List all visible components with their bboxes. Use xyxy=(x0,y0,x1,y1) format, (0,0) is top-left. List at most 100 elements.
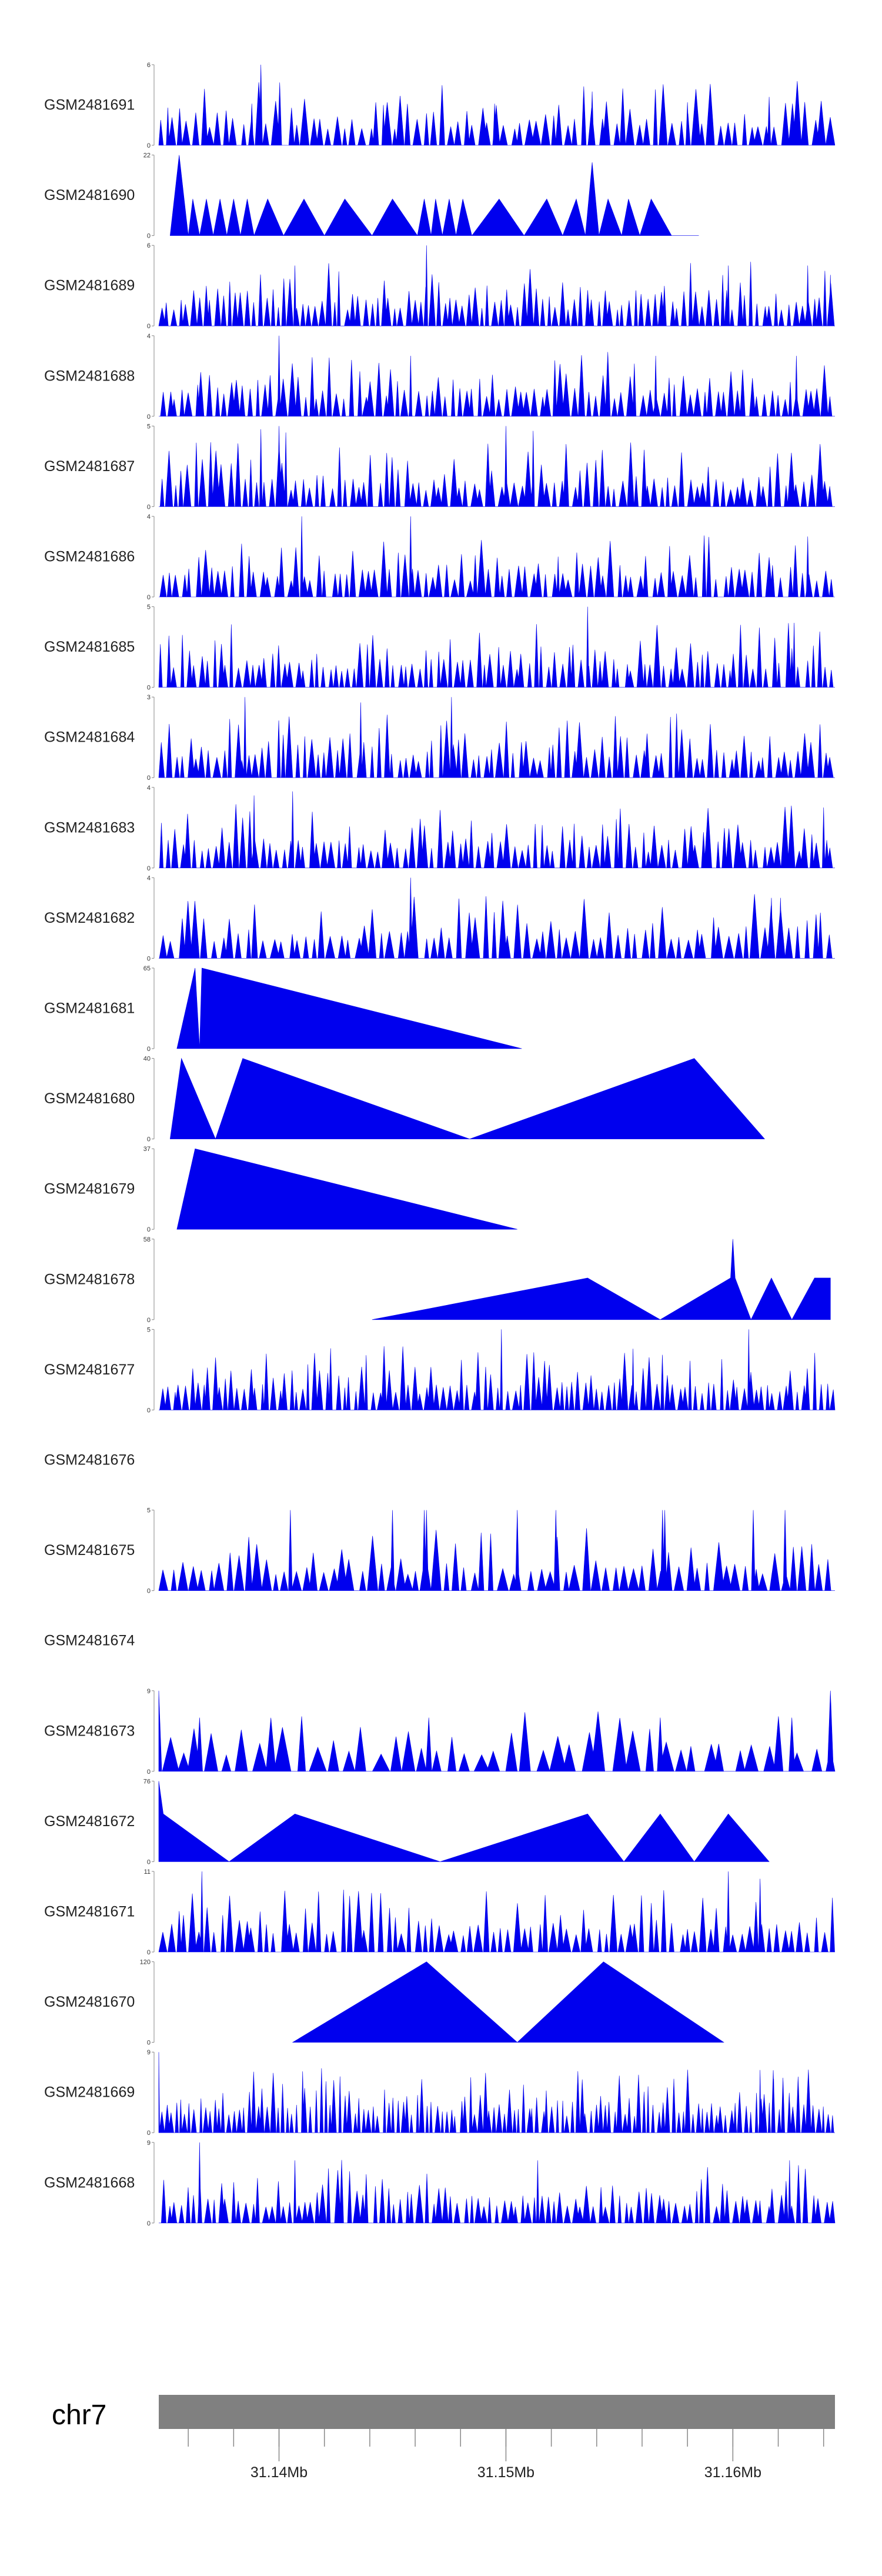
y-tick-label-zero: 0 xyxy=(147,1317,151,1324)
coverage-area xyxy=(159,877,835,959)
chromosome-axis: chr7 31.14Mb 31.15Mb 31.16Mb xyxy=(52,2395,835,2481)
y-tick-label-max: 22 xyxy=(143,152,151,159)
coverage-area xyxy=(169,1057,766,1140)
track-label: GSM2481687 xyxy=(44,458,135,475)
track-label: GSM2481683 xyxy=(44,819,135,836)
y-tick-label-zero: 0 xyxy=(147,775,151,782)
track-GSM2481672: GSM2481672 76 0 xyxy=(44,1778,770,1866)
y-tick-label-max: 4 xyxy=(147,513,151,520)
chromosome-label: chr7 xyxy=(52,2400,106,2431)
coverage-area xyxy=(292,1961,724,2043)
y-tick-label-max: 5 xyxy=(147,1326,151,1333)
track-GSM2481670: GSM2481670 120 0 xyxy=(44,1959,724,2047)
track-GSM2481688: GSM2481688 4 0 xyxy=(44,333,835,421)
track-label: GSM2481681 xyxy=(44,1000,135,1017)
y-tick-label-max: 5 xyxy=(147,604,151,611)
x-tick-label: 31.16Mb xyxy=(704,2464,761,2481)
y-tick-label-max: 40 xyxy=(143,1056,151,1063)
coverage-area xyxy=(169,155,699,236)
y-tick-label-max: 58 xyxy=(143,1236,151,1243)
y-tick-label-zero: 0 xyxy=(147,2040,151,2047)
y-tick-label-max: 9 xyxy=(147,2140,151,2147)
y-tick-label-max: 9 xyxy=(147,2049,151,2056)
coverage-area xyxy=(158,1690,836,1772)
y-tick-label-zero: 0 xyxy=(147,1588,151,1595)
y-tick-label-max: 4 xyxy=(147,333,151,340)
track-GSM2481681: GSM2481681 65 0 xyxy=(44,965,522,1053)
track-GSM2481682: GSM2481682 4 0 xyxy=(44,875,835,962)
coverage-area xyxy=(159,791,835,869)
x-tick-label: 31.14Mb xyxy=(250,2464,308,2481)
y-tick-label-zero: 0 xyxy=(147,1226,151,1233)
track-GSM2481673: GSM2481673 9 0 xyxy=(44,1688,836,1776)
track-label: GSM2481691 xyxy=(44,97,135,114)
y-tick-label-zero: 0 xyxy=(147,1858,151,1866)
track-GSM2481690: GSM2481690 22 0 xyxy=(44,152,699,240)
track-GSM2481691: GSM2481691 6 0 xyxy=(44,62,836,149)
coverage-area xyxy=(372,1239,831,1320)
y-tick-label-zero: 0 xyxy=(147,1046,151,1053)
track-GSM2481671: GSM2481671 11 0 xyxy=(44,1868,835,1956)
y-tick-label-max: 5 xyxy=(147,1507,151,1514)
track-label: GSM2481671 xyxy=(44,1904,135,1920)
track-GSM2481677: GSM2481677 5 0 xyxy=(44,1326,836,1414)
y-tick-label-max: 4 xyxy=(147,785,151,792)
y-tick-label-zero: 0 xyxy=(147,594,151,601)
track-GSM2481678: GSM2481678 58 0 xyxy=(44,1236,831,1324)
y-tick-label-zero: 0 xyxy=(147,865,151,872)
y-tick-label-zero: 0 xyxy=(147,1136,151,1143)
track-label: GSM2481685 xyxy=(44,639,135,655)
coverage-area xyxy=(159,335,835,417)
track-label: GSM2481674 xyxy=(44,1633,135,1649)
coverage-area xyxy=(159,2142,836,2224)
y-tick-label-max: 9 xyxy=(147,1688,151,1695)
track-GSM2481675: GSM2481675 5 0 xyxy=(44,1507,835,1595)
track-label: GSM2481689 xyxy=(44,278,135,294)
coverage-area xyxy=(176,967,522,1049)
track-label: GSM2481679 xyxy=(44,1181,135,1197)
chromosome-ideogram-bar xyxy=(159,2395,835,2429)
y-tick-label-max: 37 xyxy=(143,1146,151,1153)
track-label: GSM2481678 xyxy=(44,1271,135,1287)
coverage-area xyxy=(159,1329,836,1410)
track-GSM2481669: GSM2481669 9 0 xyxy=(44,2049,835,2137)
coverage-area xyxy=(158,1871,835,1953)
y-tick-label-max: 11 xyxy=(144,1868,151,1876)
y-tick-label-max: 76 xyxy=(143,1778,151,1785)
track-label: GSM2481675 xyxy=(44,1542,135,1559)
y-tick-label-max: 120 xyxy=(140,1959,151,1966)
tracks-layer: GSM248169160GSM2481690220GSM248168960GSM… xyxy=(44,62,836,2227)
track-GSM2481689: GSM2481689 6 0 xyxy=(44,242,835,330)
track-GSM2481674: GSM2481674 xyxy=(44,1633,135,1649)
track-label: GSM2481668 xyxy=(44,2174,135,2191)
coverage-area xyxy=(158,245,835,326)
track-GSM2481686: GSM2481686 4 0 xyxy=(44,513,835,601)
x-axis-ticks: 31.14Mb 31.15Mb 31.16Mb xyxy=(188,2429,824,2481)
y-tick-label-zero: 0 xyxy=(147,142,151,149)
y-tick-label-zero: 0 xyxy=(147,413,151,421)
coverage-area xyxy=(158,606,835,688)
coverage-area xyxy=(176,1148,517,1230)
track-label: GSM2481670 xyxy=(44,1994,135,2010)
y-tick-label-zero: 0 xyxy=(147,2220,151,2227)
track-label: GSM2481680 xyxy=(44,1090,135,1107)
track-GSM2481680: GSM2481680 40 0 xyxy=(44,1056,766,1143)
track-label: GSM2481676 xyxy=(44,1452,135,1469)
track-GSM2481668: GSM2481668 9 0 xyxy=(44,2140,836,2227)
y-tick-label-zero: 0 xyxy=(147,1769,151,1776)
coverage-area xyxy=(158,2052,835,2133)
track-label: GSM2481690 xyxy=(44,187,135,203)
track-label: GSM2481688 xyxy=(44,368,135,384)
track-label: GSM2481669 xyxy=(44,2084,135,2101)
y-tick-label-max: 6 xyxy=(147,242,151,249)
track-label: GSM2481672 xyxy=(44,1813,135,1830)
track-GSM2481679: GSM2481679 37 0 xyxy=(44,1146,517,1233)
track-GSM2481683: GSM2481683 4 0 xyxy=(44,785,835,872)
y-tick-label-zero: 0 xyxy=(147,685,151,692)
y-tick-label-zero: 0 xyxy=(147,2130,151,2137)
y-tick-label-zero: 0 xyxy=(147,233,151,240)
y-tick-label-max: 65 xyxy=(143,965,151,972)
track-GSM2481685: GSM2481685 5 0 xyxy=(44,604,835,692)
track-GSM2481676: GSM2481676 xyxy=(44,1452,135,1469)
